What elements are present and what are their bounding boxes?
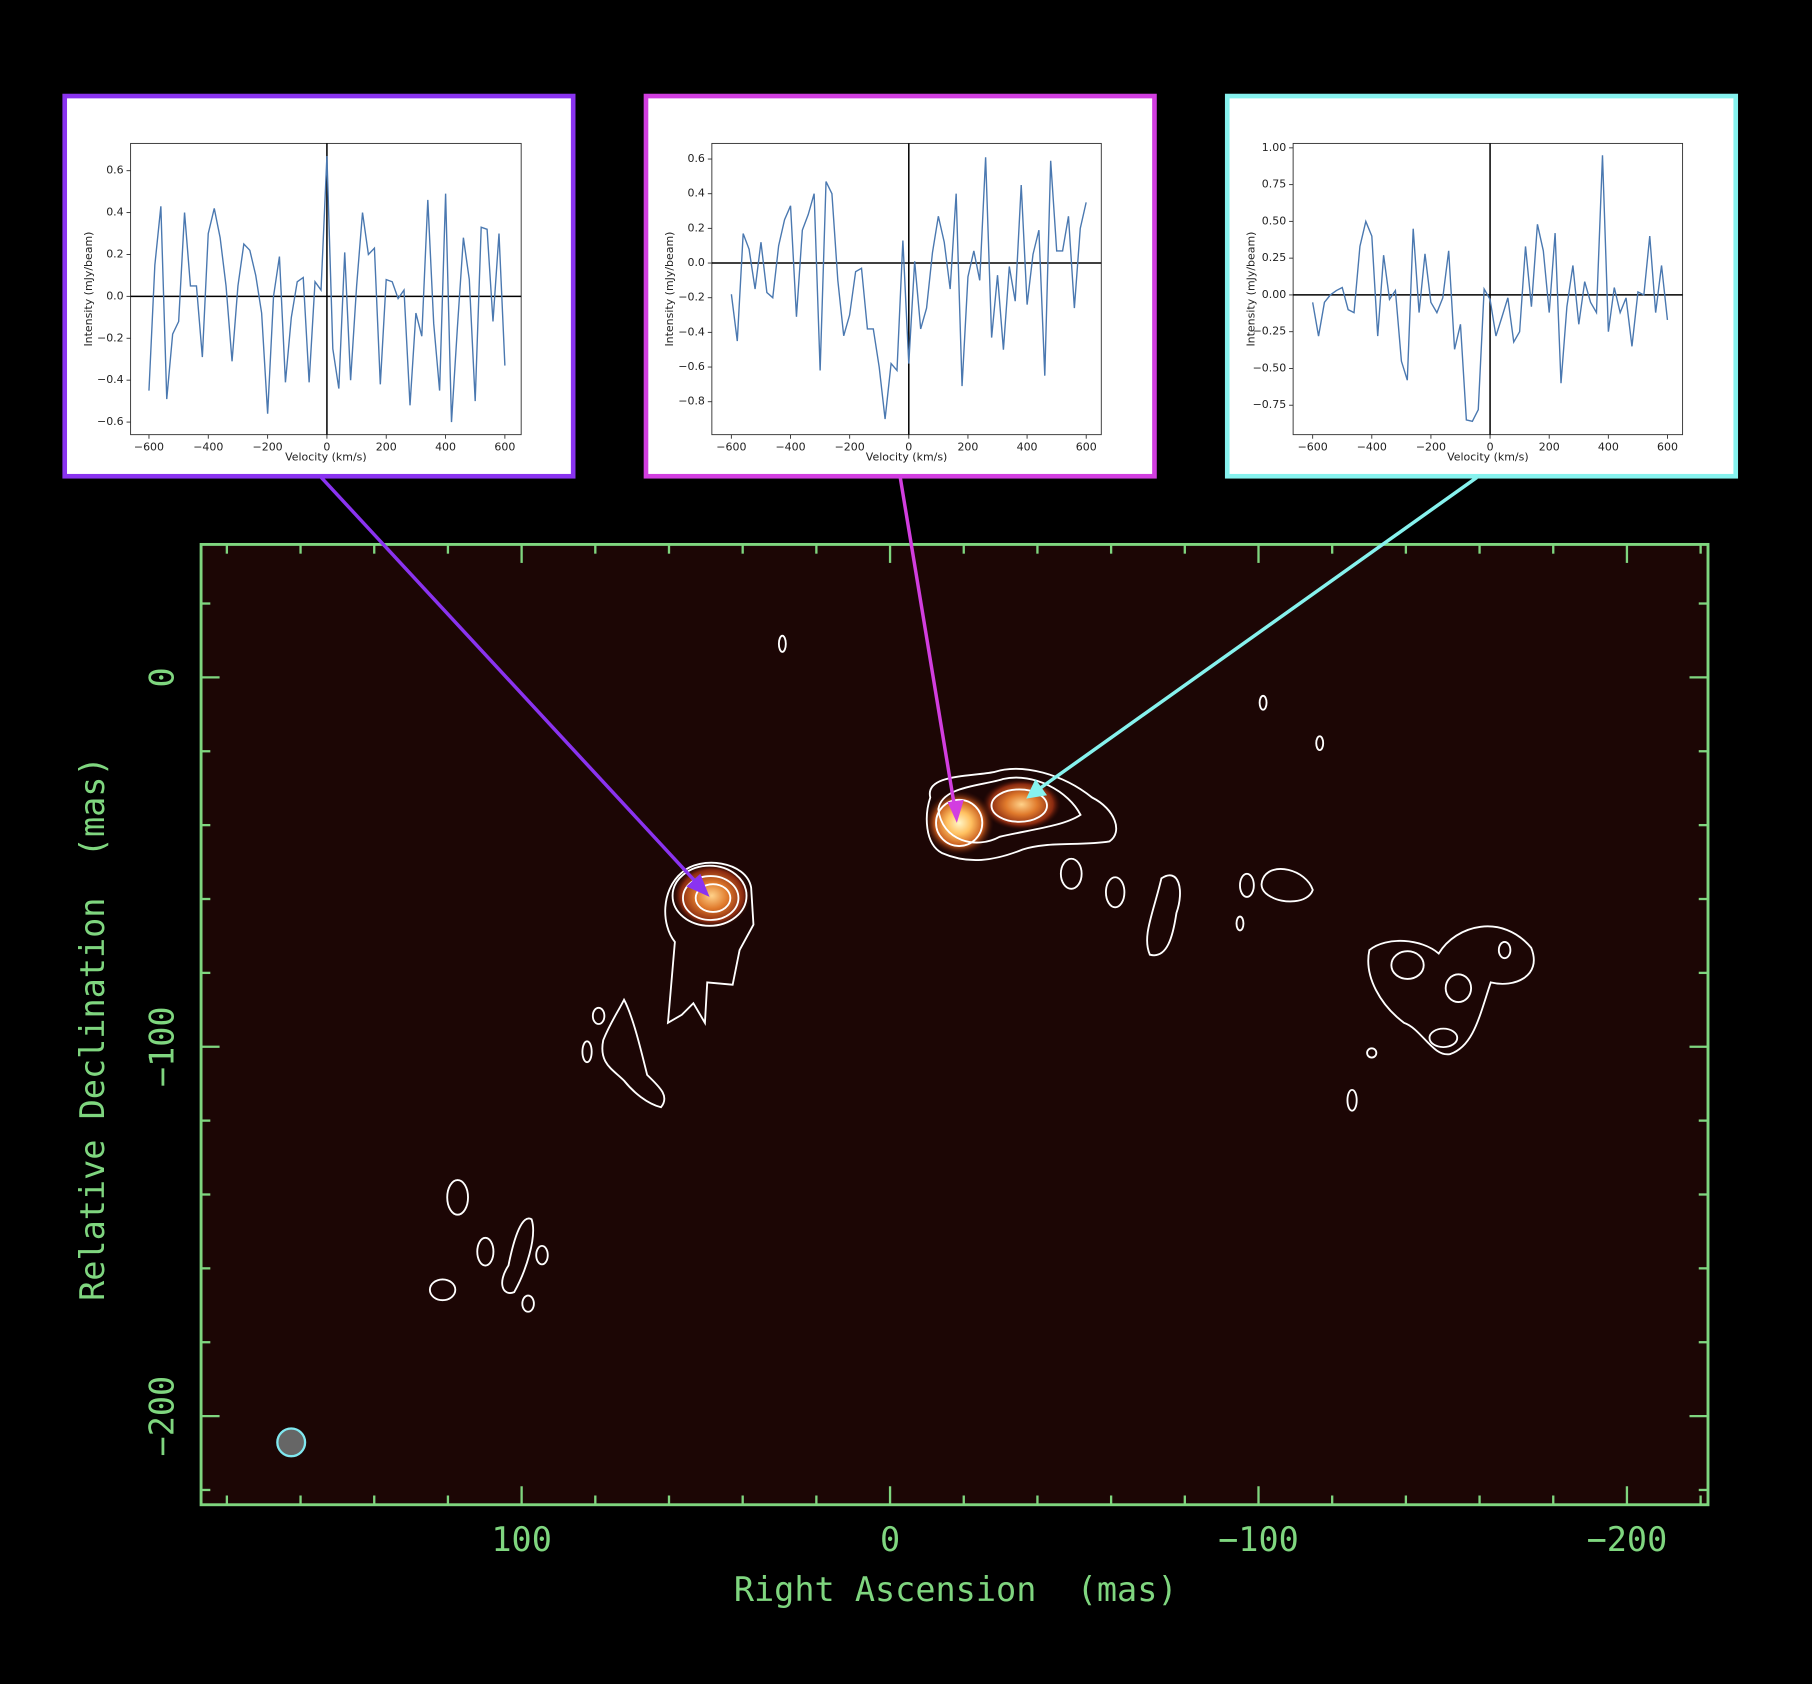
x-tick-label: −200	[253, 440, 283, 453]
y-tick-label: 0.00	[1262, 288, 1286, 301]
spectrum-line	[1311, 155, 1669, 423]
y-tick-label: −200	[143, 1376, 182, 1457]
arrow	[898, 477, 957, 808]
x-tick-label: −600	[1298, 440, 1328, 453]
y-tick-label: −0.8	[678, 395, 705, 408]
y-tick-label: 0.4	[687, 187, 704, 200]
y-tick-label: −0.6	[678, 360, 705, 373]
y-tick-label: −0.2	[678, 291, 705, 304]
x-tick-label: 200	[1539, 440, 1560, 453]
y-tick-label: −0.25	[1253, 325, 1287, 338]
x-tick-label: 200	[957, 440, 978, 453]
map-frame	[199, 542, 1710, 1507]
inset-frame	[1224, 93, 1739, 479]
x-axis-label: Velocity (km/s)	[1447, 451, 1529, 464]
y-tick-label: 1.00	[1262, 141, 1286, 154]
y-tick-label: −100	[143, 1006, 182, 1087]
y-tick-label: −0.75	[1253, 398, 1287, 411]
contours	[428, 634, 1535, 1313]
y-tick-label: 0	[143, 667, 182, 687]
y-tick-label: 0.2	[106, 247, 123, 260]
y-tick-label: 0.2	[687, 221, 704, 234]
y-tick-label: 0.50	[1262, 214, 1286, 227]
y-tick-label: −0.4	[97, 373, 124, 386]
x-tick-label: −200	[835, 440, 865, 453]
x-tick-label: 400	[1598, 440, 1619, 453]
radio-map	[201, 544, 1708, 1505]
x-tick-label: 200	[376, 440, 397, 453]
x-tick-label: −600	[716, 440, 746, 453]
x-tick-label: −400	[775, 440, 805, 453]
y-tick-label: 0.0	[687, 256, 704, 269]
x-axis-label: Right Ascension (mas)	[734, 1570, 1178, 1609]
y-tick-label: 0.0	[106, 289, 123, 302]
axes-frame	[1292, 142, 1684, 436]
y-tick-label: 0.25	[1262, 251, 1286, 264]
y-axis-label: Relative Declination (mas)	[73, 756, 112, 1301]
x-tick-label: 100	[491, 1520, 552, 1559]
x-tick-label: 600	[1657, 440, 1678, 453]
y-axis-label: Intensity (mJy/beam)	[82, 232, 95, 347]
x-axis-label: Velocity (km/s)	[866, 451, 948, 464]
x-tick-label: −200	[1587, 1520, 1668, 1559]
beam	[276, 1427, 307, 1458]
x-tick-label: 600	[494, 440, 515, 453]
spectrum-line	[148, 155, 506, 423]
arrow	[1039, 475, 1478, 790]
arrowhead	[686, 873, 710, 897]
y-tick-label: 0.4	[106, 206, 123, 219]
arrowhead	[1026, 779, 1047, 799]
y-tick-label: 0.75	[1262, 178, 1286, 191]
y-tick-label: −0.6	[97, 415, 124, 428]
x-tick-label: 0	[905, 440, 912, 453]
map-background	[201, 544, 1708, 1505]
x-tick-label: −400	[1357, 440, 1387, 453]
axes-frame	[130, 142, 522, 436]
x-tick-label: −600	[134, 440, 164, 453]
x-tick-label: 0	[1487, 440, 1494, 453]
x-tick-label: 400	[1017, 440, 1038, 453]
spectrum-line	[730, 157, 1087, 420]
axes-frame	[711, 142, 1102, 436]
x-tick-label: 0	[323, 440, 330, 453]
y-tick-label: −0.4	[678, 325, 705, 338]
y-tick-label: −0.50	[1253, 361, 1287, 374]
x-axis-label: Velocity (km/s)	[285, 451, 367, 464]
y-tick-label: 0.6	[687, 152, 704, 165]
y-axis-label: Intensity (mJy/beam)	[1245, 232, 1258, 347]
arrowhead	[947, 799, 964, 823]
y-axis-label: Intensity (mJy/beam)	[663, 232, 676, 347]
y-tick-label: 0.6	[106, 164, 123, 177]
arrows	[319, 475, 1478, 897]
x-tick-label: −100	[1218, 1520, 1299, 1559]
x-tick-label: 400	[435, 440, 456, 453]
arrow	[319, 476, 699, 885]
x-tick-label: −400	[193, 440, 223, 453]
x-tick-label: −200	[1416, 440, 1446, 453]
x-tick-label: 600	[1076, 440, 1097, 453]
y-tick-label: −0.2	[97, 331, 124, 344]
x-tick-label: 0	[880, 1520, 900, 1559]
